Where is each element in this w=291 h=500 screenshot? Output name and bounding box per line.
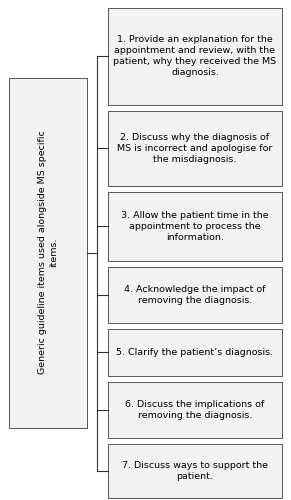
Text: 6. Discuss the implications of
removing the diagnosis.: 6. Discuss the implications of removing … (125, 400, 265, 420)
Text: 7. Discuss ways to support the
patient.: 7. Discuss ways to support the patient. (122, 461, 268, 481)
FancyBboxPatch shape (108, 382, 282, 438)
FancyBboxPatch shape (108, 110, 282, 186)
Text: 2. Discuss why the diagnosis of
MS is incorrect and apologise for
the misdiagnos: 2. Discuss why the diagnosis of MS is in… (117, 132, 273, 164)
FancyBboxPatch shape (108, 192, 282, 260)
Text: 4. Acknowledge the impact of
removing the diagnosis.: 4. Acknowledge the impact of removing th… (124, 284, 266, 305)
Text: Generic guideline items used alongside MS specific
items.: Generic guideline items used alongside M… (38, 130, 58, 374)
FancyBboxPatch shape (108, 266, 282, 323)
Text: 1. Provide an explanation for the
appointment and review, with the
patient, why : 1. Provide an explanation for the appoin… (113, 35, 276, 77)
FancyBboxPatch shape (108, 444, 282, 498)
FancyBboxPatch shape (108, 8, 282, 104)
FancyBboxPatch shape (108, 329, 282, 376)
FancyBboxPatch shape (9, 78, 87, 428)
Text: 5. Clarify the patient’s diagnosis.: 5. Clarify the patient’s diagnosis. (116, 348, 274, 357)
Text: 3. Allow the patient time in the
appointment to process the
information.: 3. Allow the patient time in the appoint… (121, 210, 269, 242)
